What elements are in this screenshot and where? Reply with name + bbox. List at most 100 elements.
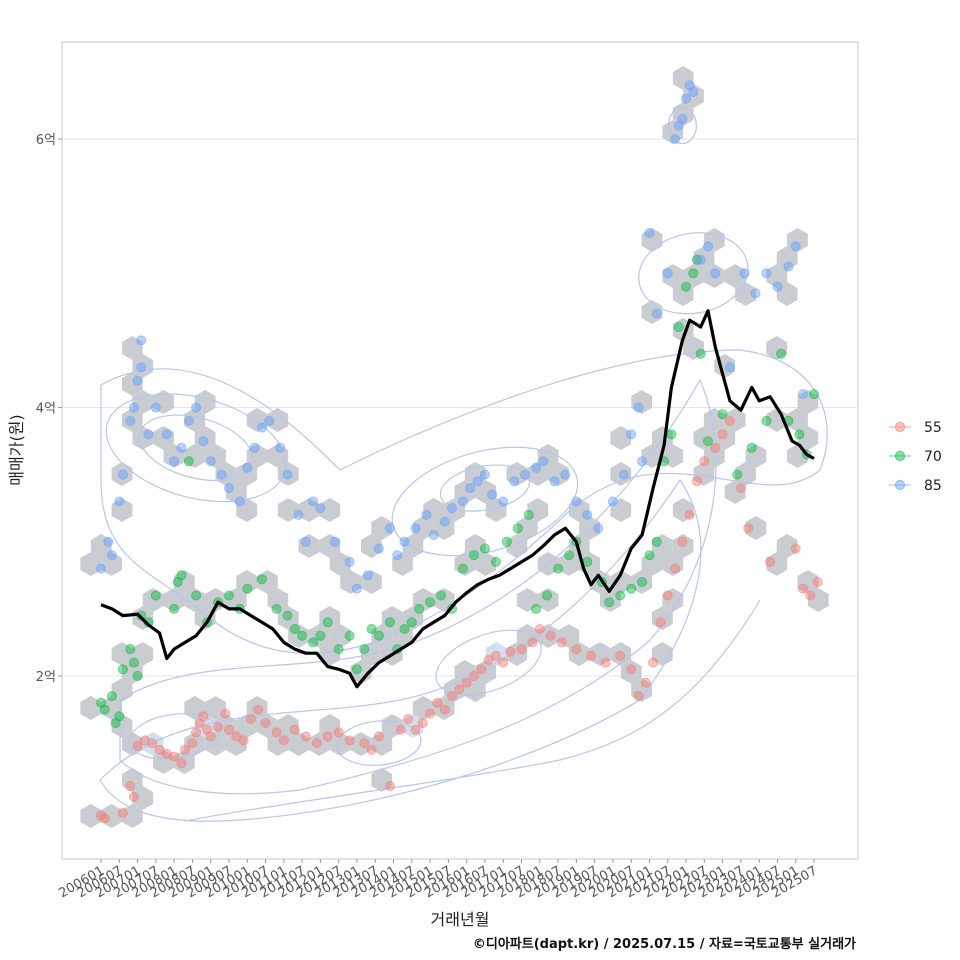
point-85 bbox=[670, 133, 681, 144]
point-70 bbox=[150, 590, 161, 601]
hexbin-cell bbox=[111, 498, 133, 522]
hexbin-cell bbox=[381, 714, 403, 738]
point-55 bbox=[735, 483, 746, 494]
hexbin-cell bbox=[464, 462, 486, 486]
point-55 bbox=[417, 718, 428, 729]
point-85 bbox=[637, 456, 648, 467]
hexbin-cell bbox=[807, 588, 829, 612]
point-55 bbox=[125, 781, 136, 792]
source-caption: ©디아파트(dapt.kr) / 2025.07.15 / 자료=국토교통부 실… bbox=[473, 936, 856, 952]
point-55 bbox=[439, 704, 450, 715]
point-85 bbox=[531, 462, 542, 473]
legend-label-85: 85 bbox=[924, 478, 942, 494]
point-85 bbox=[724, 362, 735, 373]
point-55 bbox=[311, 738, 322, 749]
y-tick-label: 2억 bbox=[36, 670, 56, 685]
density-contour bbox=[391, 446, 579, 557]
point-70 bbox=[333, 644, 344, 655]
hexbin-cell bbox=[361, 570, 382, 594]
point-55 bbox=[373, 731, 384, 742]
hexbin-cell bbox=[683, 336, 704, 360]
point-55 bbox=[395, 724, 406, 735]
point-85 bbox=[256, 422, 267, 433]
point-85 bbox=[191, 402, 202, 413]
point-85 bbox=[439, 516, 450, 527]
density-contour bbox=[189, 599, 761, 821]
point-85 bbox=[216, 469, 227, 480]
hexbin-cell bbox=[631, 678, 652, 702]
hexbin-cell bbox=[402, 534, 424, 558]
point-85 bbox=[150, 402, 161, 413]
point-55 bbox=[212, 722, 223, 733]
y-axis: 2억 4억 6억 bbox=[36, 133, 62, 685]
point-85 bbox=[351, 583, 362, 594]
legend-key-55 bbox=[894, 421, 906, 433]
density-contour bbox=[100, 349, 828, 654]
hexbin-cell bbox=[371, 768, 393, 792]
point-55 bbox=[534, 624, 545, 635]
point-85 bbox=[677, 113, 688, 124]
hexbin-cell bbox=[184, 444, 206, 468]
point-55 bbox=[790, 543, 801, 554]
point-55 bbox=[359, 738, 370, 749]
hexbin-cell bbox=[205, 444, 226, 468]
point-55 bbox=[662, 590, 673, 601]
hexbin-cell bbox=[277, 714, 299, 738]
point-55 bbox=[724, 415, 735, 426]
hexbin-cell bbox=[506, 462, 528, 486]
point-55 bbox=[633, 691, 644, 702]
hexbin-cell bbox=[225, 480, 247, 504]
point-85 bbox=[644, 227, 655, 238]
hexbin-cell bbox=[101, 804, 122, 828]
point-85 bbox=[538, 456, 549, 467]
hexbin-cell bbox=[724, 264, 746, 288]
point-70 bbox=[732, 469, 743, 480]
hexbin-cell bbox=[142, 732, 164, 756]
point-85 bbox=[103, 536, 114, 547]
hexbin-cell bbox=[236, 498, 258, 522]
hexbin-cell bbox=[371, 516, 393, 540]
hexbin-cell bbox=[163, 444, 185, 468]
hexbin-cell bbox=[703, 408, 725, 432]
point-85 bbox=[750, 288, 761, 299]
point-70 bbox=[794, 429, 805, 440]
hexbin-cell bbox=[672, 66, 694, 90]
point-70 bbox=[414, 603, 425, 614]
point-85 bbox=[205, 456, 216, 467]
point-85 bbox=[132, 375, 143, 386]
point-55 bbox=[384, 781, 395, 792]
point-70 bbox=[501, 536, 512, 547]
point-85 bbox=[520, 469, 531, 480]
point-70 bbox=[132, 671, 143, 682]
point-70 bbox=[169, 603, 180, 614]
hexbin-cell bbox=[80, 696, 102, 720]
point-85 bbox=[264, 415, 275, 426]
point-55 bbox=[191, 727, 202, 738]
point-70 bbox=[399, 624, 410, 635]
point-70 bbox=[681, 281, 692, 292]
point-55 bbox=[271, 727, 282, 738]
hexbin-cell bbox=[693, 426, 715, 450]
hexbin-cell bbox=[620, 660, 642, 684]
point-70 bbox=[223, 590, 234, 601]
point-85 bbox=[479, 469, 490, 480]
hexbin-cell bbox=[662, 552, 684, 576]
point-70 bbox=[468, 550, 479, 561]
point-55 bbox=[132, 740, 143, 751]
point-55 bbox=[139, 735, 150, 746]
x-axis: 2006012006072007012007072008012008072009… bbox=[57, 859, 820, 901]
point-55 bbox=[498, 657, 509, 668]
point-55 bbox=[648, 657, 659, 668]
point-70 bbox=[604, 597, 615, 608]
legend-label-55: 55 bbox=[924, 420, 942, 436]
point-70 bbox=[271, 603, 282, 614]
point-55 bbox=[180, 744, 191, 755]
point-55 bbox=[253, 704, 264, 715]
point-70 bbox=[490, 556, 501, 567]
hexbin-cell bbox=[558, 552, 580, 576]
point-70 bbox=[637, 577, 648, 588]
hexbin-cell bbox=[485, 498, 507, 522]
point-55 bbox=[454, 684, 465, 695]
point-55 bbox=[128, 791, 139, 802]
hexbin-cell bbox=[236, 714, 258, 738]
